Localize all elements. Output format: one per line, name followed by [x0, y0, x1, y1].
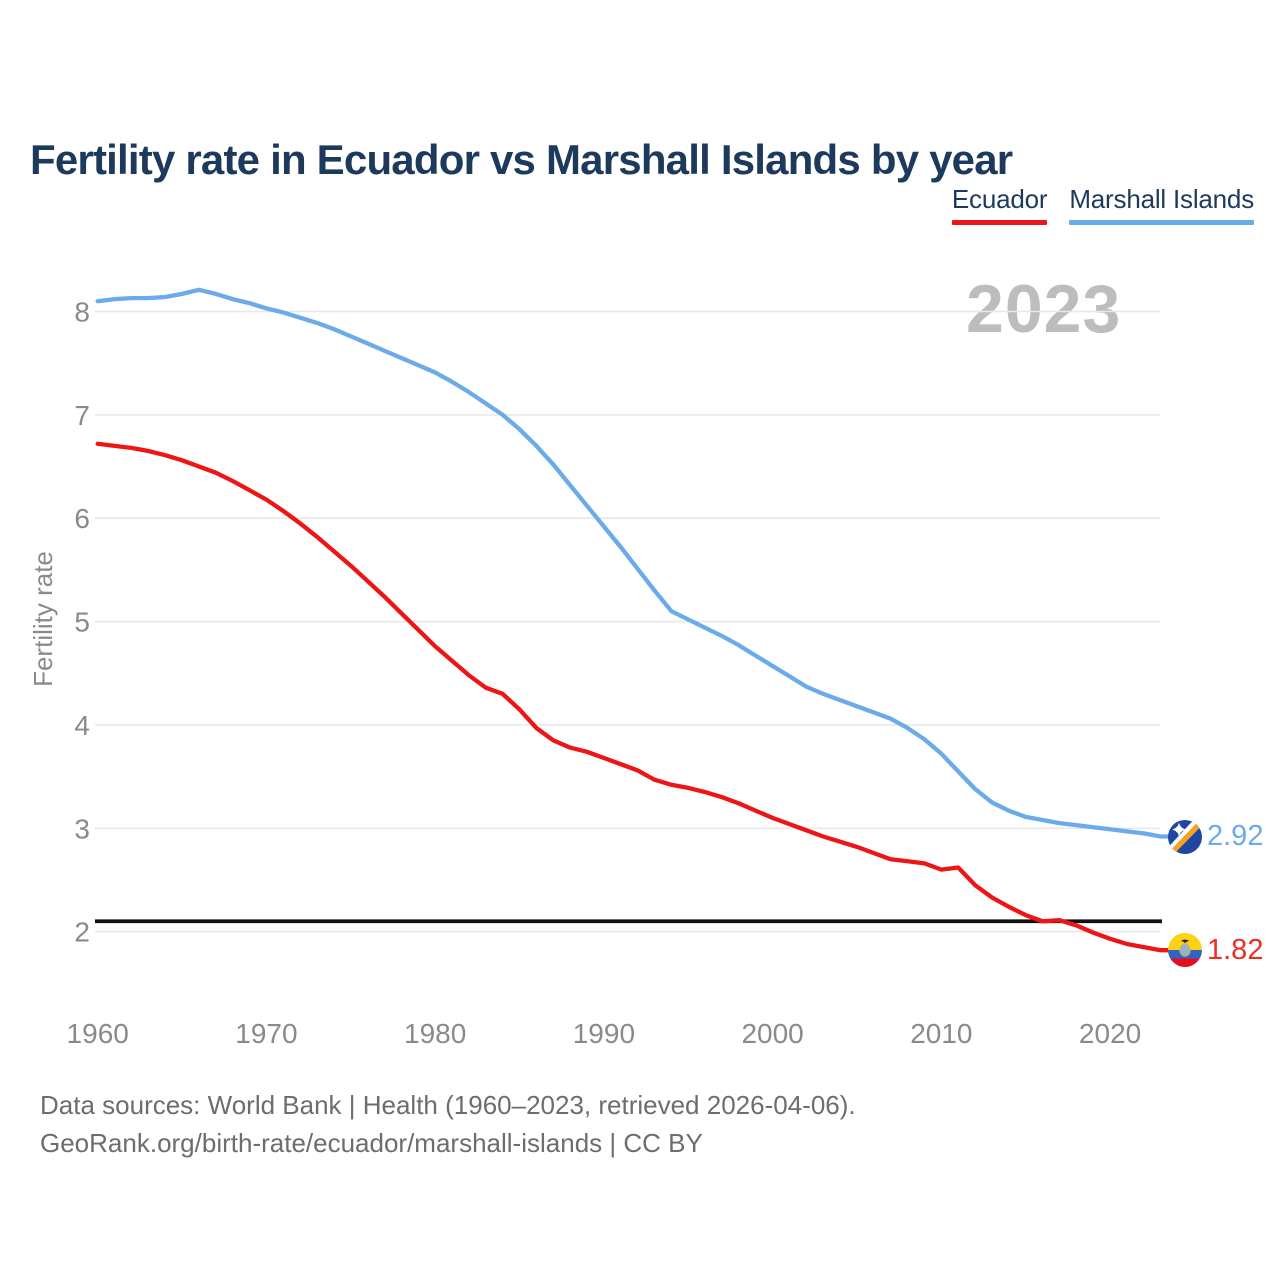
x-tick-label: 1990 [573, 1018, 635, 1049]
y-tick-label: 4 [74, 710, 90, 741]
license-line: GeoRank.org/birth-rate/ecuador/marshall-… [40, 1128, 703, 1158]
x-tick-label: 1980 [404, 1018, 466, 1049]
x-tick-label: 2000 [741, 1018, 803, 1049]
year-watermark: 2023 [966, 271, 1122, 347]
x-tick-label: 2020 [1079, 1018, 1141, 1049]
y-tick-label: 6 [74, 503, 90, 534]
legend: Ecuador Marshall Islands [951, 184, 1254, 225]
series-line-ecuador [95, 441, 1172, 953]
series-line-marshall-islands [95, 287, 1172, 839]
legend-label-ecuador: Ecuador [951, 184, 1048, 214]
page-title: Fertility rate in Ecuador vs Marshall Is… [30, 136, 1013, 184]
marshall-islands-end-value: 2.92 [1207, 820, 1264, 853]
source-attribution: Data sources: World Bank | Health (1960–… [40, 1086, 856, 1162]
y-tick-label: 7 [74, 400, 90, 431]
legend-underline-marshall-islands [1069, 220, 1254, 225]
x-tick-label: 2010 [910, 1018, 972, 1049]
legend-underline-ecuador [951, 220, 1048, 225]
legend-label-marshall-islands: Marshall Islands [1069, 184, 1254, 214]
y-tick-label: 5 [74, 607, 90, 638]
y-tick-label: 3 [74, 813, 90, 844]
y-tick-label: 2 [74, 917, 90, 948]
y-tick-label: 8 [74, 297, 90, 328]
x-tick-label: 1960 [67, 1018, 129, 1049]
source-line: Data sources: World Bank | Health (1960–… [40, 1090, 856, 1120]
ecuador-flag-icon [1168, 933, 1202, 968]
legend-item-marshall-islands[interactable]: Marshall Islands [1069, 184, 1254, 225]
ecuador-end-value: 1.82 [1207, 933, 1264, 966]
marshall-islands-flag-icon [1168, 819, 1202, 854]
legend-item-ecuador[interactable]: Ecuador [951, 184, 1048, 225]
x-tick-label: 1970 [235, 1018, 297, 1049]
